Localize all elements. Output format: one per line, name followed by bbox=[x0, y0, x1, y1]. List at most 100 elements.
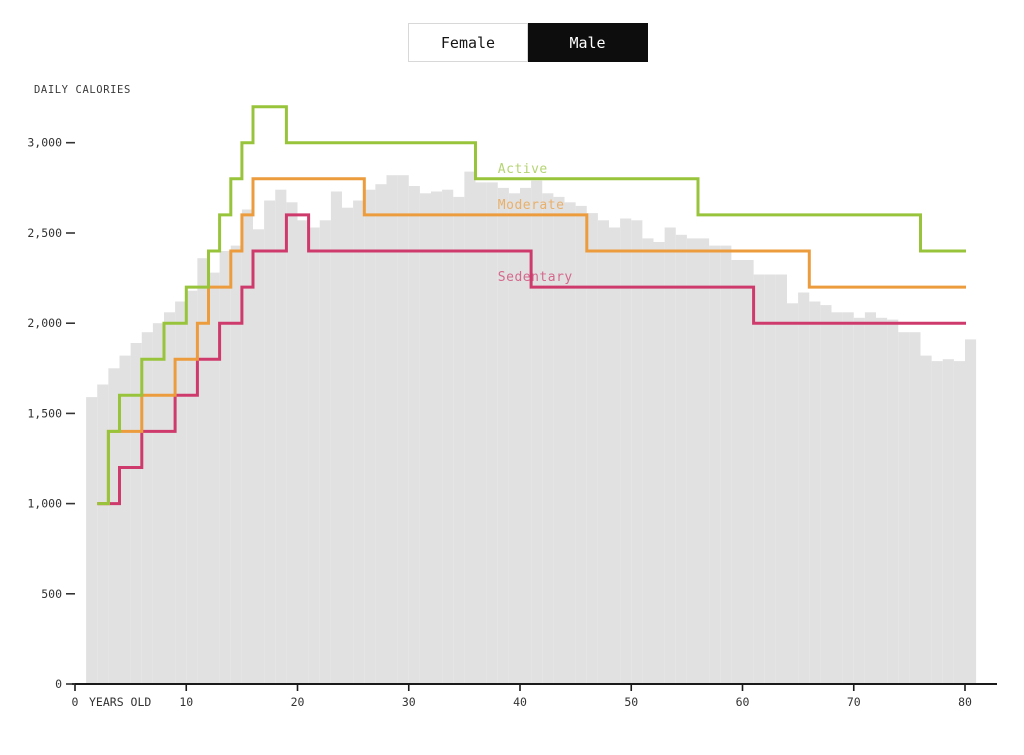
y-tick-label: 2,500 bbox=[27, 226, 62, 240]
consumption-bar bbox=[698, 238, 710, 684]
consumption-bar bbox=[898, 332, 910, 684]
consumption-bar bbox=[508, 193, 520, 685]
consumption-bar bbox=[953, 361, 965, 684]
x-tick-label: 30 bbox=[402, 695, 416, 709]
consumption-bar bbox=[319, 220, 331, 685]
x-tick-label: 60 bbox=[736, 695, 750, 709]
consumption-bar bbox=[664, 227, 676, 684]
consumption-bar bbox=[386, 175, 398, 684]
consumption-bar bbox=[842, 312, 854, 684]
consumption-bar bbox=[119, 355, 131, 684]
consumption-bar bbox=[86, 397, 98, 684]
consumption-bar bbox=[442, 189, 454, 684]
chart-title: DAILY CALORIES bbox=[34, 84, 131, 96]
consumption-bar bbox=[798, 292, 810, 684]
consumption-bar bbox=[330, 191, 342, 684]
consumption-bar bbox=[130, 343, 142, 684]
consumption-bar bbox=[141, 332, 153, 684]
x-tick-label: 50 bbox=[624, 695, 638, 709]
x-tick-label: 70 bbox=[847, 695, 861, 709]
series-line-active bbox=[97, 105, 966, 506]
series-lines bbox=[97, 105, 966, 506]
x-tick-label: 10 bbox=[179, 695, 193, 709]
consumption-bar bbox=[553, 196, 565, 684]
consumption-bar bbox=[531, 180, 543, 684]
consumption-bar bbox=[464, 171, 476, 685]
axes: 0 10 20 30 40 50 60 70 80 YEARS OLD 0 500 1,000 1,500… bbox=[27, 136, 997, 709]
consumption-bar bbox=[197, 258, 209, 684]
consumption-bar bbox=[742, 260, 754, 684]
series-label-moderate: Moderate bbox=[498, 198, 565, 213]
consumption-bar bbox=[809, 301, 821, 684]
consumption-bar bbox=[542, 193, 554, 685]
consumption-bar bbox=[342, 207, 354, 684]
consumption-bar bbox=[97, 384, 109, 684]
consumption-bar bbox=[876, 317, 888, 684]
consumption-bar bbox=[831, 312, 843, 684]
series-labels: Active Moderate Sedentary bbox=[498, 162, 573, 285]
x-tick-label: 40 bbox=[513, 695, 527, 709]
y-tick-label: 500 bbox=[41, 587, 62, 601]
consumption-bar bbox=[219, 251, 231, 684]
consumption-bar bbox=[753, 274, 765, 684]
consumption-bar bbox=[764, 274, 776, 684]
consumption-bar bbox=[920, 355, 932, 684]
consumption-bar bbox=[675, 234, 687, 685]
y-tick-label: 1,500 bbox=[27, 406, 62, 420]
consumption-bar bbox=[353, 200, 365, 684]
y-tick-label: 1,000 bbox=[27, 497, 62, 511]
consumption-bar bbox=[297, 220, 309, 685]
y-tick-label: 0 bbox=[55, 677, 62, 691]
consumption-bar bbox=[375, 184, 387, 684]
consumption-bar bbox=[564, 202, 576, 685]
consumption-bar bbox=[965, 339, 977, 684]
y-tick-label: 3,000 bbox=[27, 136, 62, 150]
consumption-bar bbox=[775, 274, 787, 684]
series-label-active: Active bbox=[498, 162, 548, 177]
consumption-bar bbox=[152, 323, 164, 684]
consumption-bar bbox=[175, 301, 187, 684]
consumption-bar bbox=[475, 182, 487, 684]
consumption-bar bbox=[609, 227, 621, 684]
consumption-bar bbox=[520, 187, 532, 684]
male-toggle-button[interactable]: Male bbox=[528, 23, 648, 62]
series-line-moderate bbox=[97, 177, 966, 506]
consumption-bar bbox=[787, 303, 799, 684]
consumption-bar bbox=[887, 319, 899, 684]
female-toggle-button[interactable]: Female bbox=[408, 23, 528, 62]
consumption-bar bbox=[275, 189, 287, 684]
consumption-bar bbox=[108, 368, 120, 684]
consumption-histogram bbox=[86, 171, 977, 685]
consumption-bar bbox=[186, 290, 198, 684]
consumption-bar bbox=[731, 260, 743, 684]
consumption-bar bbox=[241, 209, 253, 684]
consumption-bar bbox=[486, 182, 498, 684]
consumption-bar bbox=[286, 202, 298, 685]
consumption-bar bbox=[397, 175, 409, 684]
consumption-bar bbox=[419, 193, 431, 685]
consumption-bar bbox=[620, 218, 632, 684]
consumption-bar bbox=[408, 186, 420, 684]
consumption-bar bbox=[720, 245, 732, 684]
consumption-bar bbox=[208, 272, 220, 684]
consumption-bar bbox=[264, 200, 276, 684]
series-label-sedentary: Sedentary bbox=[498, 270, 573, 285]
consumption-bar bbox=[853, 317, 865, 684]
consumption-bar bbox=[164, 312, 176, 684]
consumption-bar bbox=[631, 220, 643, 685]
consumption-bar bbox=[431, 191, 443, 684]
consumption-bar bbox=[909, 332, 921, 684]
consumption-bar bbox=[642, 238, 654, 684]
consumption-bar bbox=[364, 189, 376, 684]
consumption-bar bbox=[686, 238, 698, 684]
x-tick-label: 0 bbox=[72, 695, 79, 709]
sex-toggle: Female Male bbox=[408, 23, 648, 62]
consumption-bar bbox=[931, 361, 943, 684]
consumption-bar bbox=[497, 187, 509, 684]
consumption-bar bbox=[575, 205, 587, 684]
x-tick-label: 20 bbox=[291, 695, 305, 709]
consumption-bar bbox=[709, 245, 721, 684]
consumption-bar bbox=[230, 245, 242, 684]
consumption-bar bbox=[586, 213, 598, 684]
consumption-bar bbox=[942, 359, 954, 684]
